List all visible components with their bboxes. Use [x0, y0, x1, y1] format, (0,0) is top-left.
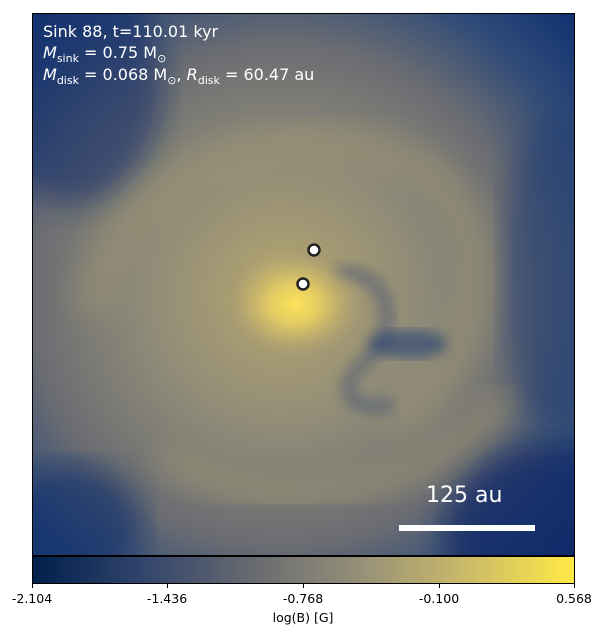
colorbar-tick — [32, 584, 33, 588]
magnetic-field-map: Sink 88, t=110.01 kyr Msink = 0.75 M⊙ Md… — [32, 13, 575, 556]
colorbar-tick-label: -2.104 — [11, 591, 53, 606]
disk-properties: Mdisk = 0.068 M⊙, Rdisk = 60.47 au — [43, 65, 315, 88]
sink-primary — [296, 277, 310, 291]
scale-bar-label: 125 au — [426, 483, 503, 508]
colorbar-tick — [167, 584, 168, 588]
sink-mass: Msink = 0.75 M⊙ — [43, 43, 167, 66]
colorbar-tick — [439, 584, 440, 588]
colorbar — [32, 556, 575, 584]
sink-secondary — [307, 243, 321, 257]
scale-bar — [399, 525, 535, 531]
panel-title: Sink 88, t=110.01 kyr — [43, 22, 219, 41]
colorbar-tick — [574, 584, 575, 588]
colorbar-tick-label: -0.100 — [418, 591, 460, 606]
colorbar-tick-label: -1.436 — [146, 591, 188, 606]
colorbar-label: log(B) [G] — [272, 610, 334, 625]
field-image — [33, 14, 574, 555]
colorbar-tick — [303, 584, 304, 588]
colorbar-tick-label: 0.568 — [556, 591, 592, 606]
colorbar-tick-label: -0.768 — [282, 591, 324, 606]
